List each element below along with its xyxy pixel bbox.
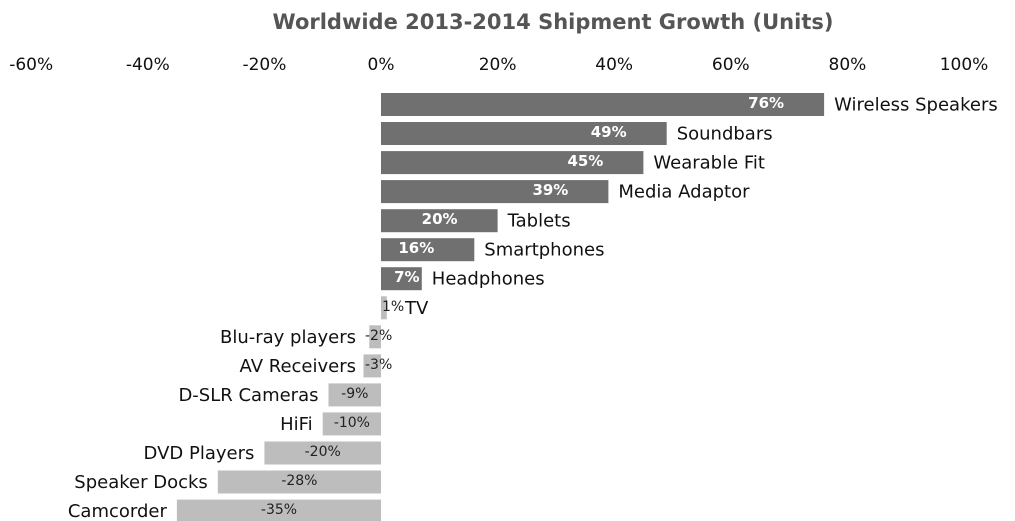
category-label: AV Receivers — [240, 356, 356, 377]
data-label: -20% — [305, 444, 341, 460]
bar — [381, 296, 387, 320]
category-label: Speaker Docks — [74, 472, 208, 493]
category-label: HiFi — [280, 414, 313, 435]
bar — [363, 354, 381, 378]
x-tick-label: -60% — [9, 55, 53, 75]
category-label: Wireless Speakers — [834, 95, 998, 116]
bar — [369, 325, 381, 349]
bar — [264, 441, 381, 465]
data-label: -28% — [281, 473, 317, 489]
bar — [381, 93, 825, 116]
category-label: Media Adaptor — [618, 182, 750, 203]
category-label: D-SLR Cameras — [178, 385, 318, 406]
data-label: 45% — [567, 152, 603, 170]
x-tick-label: -20% — [242, 55, 286, 75]
x-tick-label: 80% — [829, 55, 867, 75]
category-label: Tablets — [507, 211, 571, 232]
category-label: Camcorder — [68, 501, 168, 521]
data-label: 76% — [748, 94, 784, 112]
category-label: Headphones — [432, 269, 545, 290]
data-label: -9% — [341, 386, 368, 402]
data-label: -35% — [261, 502, 297, 518]
bar — [381, 122, 667, 145]
x-tick-label: 0% — [368, 55, 395, 75]
bar — [328, 383, 381, 407]
bar — [381, 180, 609, 204]
bar — [381, 151, 644, 175]
x-tick-label: 20% — [479, 55, 517, 75]
data-label: -2% — [365, 328, 392, 344]
data-label: 49% — [591, 123, 627, 141]
category-label: Wearable Fit — [653, 153, 765, 174]
category-label: TV — [404, 298, 429, 319]
bars: 76% 49% 45% 39% 20% 16% 7% 1% -2% -3% -9% -10% -20% -… — [176, 93, 825, 521]
bar — [381, 267, 422, 291]
x-tick-label: 40% — [595, 55, 633, 75]
bar — [176, 499, 381, 521]
data-label: 20% — [422, 210, 458, 228]
data-label: -3% — [365, 357, 392, 373]
x-tick-label: -40% — [126, 55, 170, 75]
bar — [217, 470, 381, 494]
chart-title: Worldwide 2013-2014 Shipment Growth (Uni… — [273, 10, 834, 34]
category-labels: Wireless Speakers Soundbars Wearable Fit Me… — [68, 95, 998, 521]
bar — [322, 412, 381, 436]
x-axis-ticks: -60% -40% -20% 0% 20% 40% 60% 80% 100% — [9, 55, 988, 75]
data-label: 1% — [382, 299, 404, 315]
category-label: Soundbars — [677, 124, 773, 145]
data-label: 39% — [532, 181, 568, 199]
category-label: Smartphones — [484, 240, 604, 261]
bar — [381, 209, 498, 233]
x-tick-label: 60% — [712, 55, 750, 75]
x-tick-label: 100% — [940, 55, 989, 75]
bar — [381, 238, 475, 262]
category-label: DVD Players — [144, 443, 255, 464]
category-label: Blu-ray players — [220, 327, 356, 348]
data-label: -10% — [334, 415, 370, 431]
data-label: 7% — [394, 268, 419, 286]
data-label: 16% — [398, 239, 434, 257]
